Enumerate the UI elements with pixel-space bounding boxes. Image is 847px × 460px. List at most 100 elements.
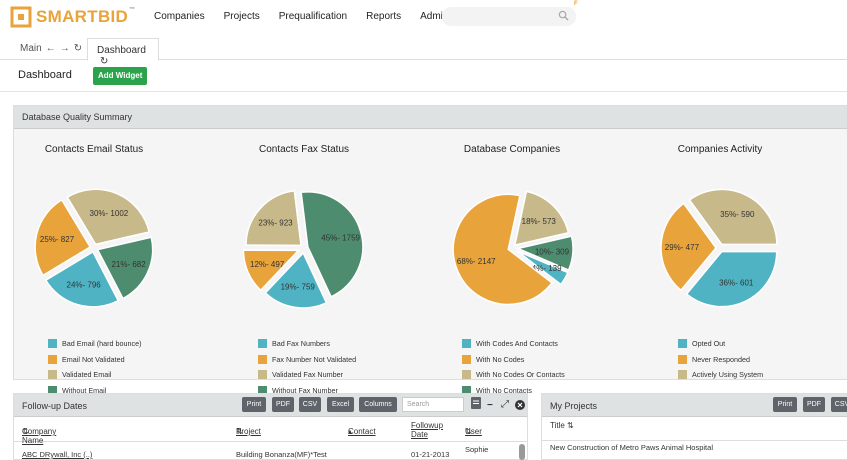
legend-item[interactable]: Actively Using System <box>678 367 763 383</box>
page-header: Dashboard Add Widget <box>0 61 847 92</box>
legend-item[interactable]: With No Codes <box>462 352 565 368</box>
legend-item[interactable]: Bad Fax Numbers <box>258 336 356 352</box>
tab-dashboard[interactable]: Dashboard ↻ <box>87 38 159 67</box>
search-icon[interactable] <box>558 10 569 21</box>
legend-label: Without Email <box>62 385 107 395</box>
pie-chart: 45%- 1759 19%- 759 12%- 497 23%- 923 <box>242 189 364 309</box>
list-item[interactable]: New Construction of Metro Paws Animal Ho… <box>542 440 847 454</box>
panel-title: My Projects <box>550 401 598 411</box>
pie-slice[interactable] <box>264 251 328 309</box>
pie-slice[interactable] <box>685 250 778 308</box>
nav-companies[interactable]: Companies <box>154 11 205 22</box>
slice-label: 36%- 601 <box>719 278 754 287</box>
legend-item[interactable]: With No Codes Or Contacts <box>462 367 565 383</box>
global-search-input[interactable] <box>442 7 576 26</box>
legend-item[interactable]: Opted Out <box>678 336 763 352</box>
table-search-input[interactable]: Search <box>402 397 464 412</box>
refresh-icon[interactable]: ↻ <box>100 56 109 67</box>
pie-slice[interactable] <box>688 188 778 246</box>
logo[interactable]: SMARTBID™ <box>10 6 135 28</box>
chart-title: Database Companies <box>463 144 561 155</box>
add-widget-button[interactable]: Add Widget <box>93 67 148 85</box>
slice-label: 23%- 923 <box>258 219 293 228</box>
slice-label: 24%- 796 <box>67 281 102 290</box>
pie-slice[interactable] <box>660 202 717 292</box>
legend-label: Bad Email (hard bounce) <box>62 339 142 349</box>
legend-label: With No Codes <box>476 354 525 364</box>
slice-label: 21%- 682 <box>111 260 146 269</box>
legend-item[interactable]: With Codes And Contacts <box>462 336 565 352</box>
main-nav: Companies Projects Prequalification Repo… <box>154 11 467 22</box>
legend-swatch <box>258 370 267 380</box>
slice-label: 10%- 309 <box>535 247 570 256</box>
pie-slice[interactable] <box>242 249 301 292</box>
my-projects-panel: My Projects Print PDF CSV Title ⇅ New Co… <box>541 393 847 460</box>
tab-main[interactable]: Main ← → ↻ <box>20 43 82 54</box>
legend-item[interactable]: Without Fax Number <box>258 383 356 399</box>
pie-slice[interactable] <box>300 191 364 298</box>
column-title[interactable]: Title ⇅ <box>550 421 574 430</box>
pie-slice[interactable] <box>34 198 92 277</box>
scrollbar[interactable] <box>519 444 525 460</box>
legend-swatch <box>258 385 267 395</box>
slice-label: 12%- 497 <box>250 260 285 269</box>
cell-company[interactable]: ABC DRywall, Inc (..) <box>22 450 93 459</box>
pie-slice[interactable] <box>452 193 553 306</box>
table-header: Company Name ⇅ Project ⇅ Contact ▴ Follo… <box>14 420 527 445</box>
legend-swatch <box>258 354 267 364</box>
nav-projects[interactable]: Projects <box>223 11 260 22</box>
expand-icon[interactable]: ⤢ <box>501 399 509 410</box>
column-contact[interactable]: Contact ▴ <box>348 427 376 436</box>
chart-companies-activity: Companies Activity 36%- 601 29%- 477 35%- … <box>640 140 840 380</box>
excel-button[interactable]: Excel <box>327 397 354 412</box>
slice-label: 18%- 573 <box>522 217 557 226</box>
panel-header: Follow-up Dates Print PDF CSV Excel Colu… <box>14 394 527 417</box>
pdf-button[interactable]: PDF <box>803 397 825 412</box>
legend-item[interactable]: With No Contacts <box>462 383 565 399</box>
print-button[interactable]: Print <box>773 397 797 412</box>
legend-item[interactable]: Never Responded <box>678 352 763 368</box>
panel-title: Follow-up Dates <box>22 401 88 411</box>
pdf-button[interactable]: PDF <box>272 397 294 412</box>
menu-icon[interactable] <box>471 397 481 409</box>
column-company-name[interactable]: Company Name ⇅ <box>22 427 57 445</box>
pie-slice[interactable] <box>245 189 302 247</box>
minimize-icon[interactable]: − <box>487 400 493 411</box>
back-arrow-icon[interactable]: ← <box>45 43 56 54</box>
legend-item[interactable]: Validated Fax Number <box>258 367 356 383</box>
pie-slice[interactable] <box>513 190 570 247</box>
notification-badge[interactable]: F <box>574 1 578 7</box>
print-button[interactable]: Print <box>242 397 266 412</box>
pie-slice[interactable] <box>96 236 154 300</box>
nav-reports[interactable]: Reports <box>366 11 402 22</box>
database-quality-panel: Database Quality Summary Contacts Email … <box>13 105 847 395</box>
pie-slice[interactable] <box>66 188 151 246</box>
legend-item[interactable]: Email Not Validated <box>48 352 142 368</box>
column-project[interactable]: Project ⇅ <box>236 427 261 436</box>
csv-button[interactable]: CSV <box>299 397 321 412</box>
nav-prequalification[interactable]: Prequalification <box>278 11 348 22</box>
legend-swatch <box>258 339 267 349</box>
nav-admin[interactable]: Admin <box>420 11 449 22</box>
chart-legend: With Codes And Contacts With No Codes With… <box>462 336 565 398</box>
legend-item[interactable]: Validated Email <box>48 367 142 383</box>
legend-item[interactable]: Bad Email (hard bounce) <box>48 336 142 352</box>
legend-swatch <box>678 370 687 380</box>
legend-item[interactable]: Fax Number Not Validated <box>258 352 356 368</box>
csv-button[interactable]: CSV <box>831 397 847 412</box>
legend-swatch <box>462 339 471 349</box>
close-icon[interactable] <box>515 400 525 410</box>
pie-slice[interactable] <box>516 250 569 286</box>
logo-icon <box>10 6 32 28</box>
legend-item[interactable]: Without Email <box>48 383 142 399</box>
forward-arrow-icon[interactable]: → <box>59 43 70 54</box>
pie-slice[interactable] <box>515 235 574 271</box>
refresh-icon[interactable]: ↻ <box>73 43 83 54</box>
columns-button[interactable]: Columns <box>359 397 397 412</box>
chart-legend: Opted Out Never Responded Actively Using S… <box>678 336 763 383</box>
slice-label: 19%- 759 <box>281 283 316 292</box>
column-user[interactable]: User ⇅ <box>465 427 482 436</box>
chart-database-companies: Database Companies 10%- 309 4%- 139 68%- 2… <box>432 140 632 395</box>
chart-title: Contacts Fax Status <box>258 144 350 155</box>
pie-slice[interactable] <box>44 250 120 308</box>
